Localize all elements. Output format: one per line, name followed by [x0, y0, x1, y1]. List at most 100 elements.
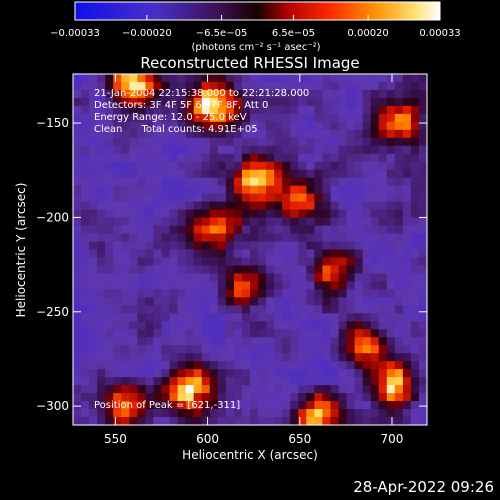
heatmap-cell [418, 369, 428, 378]
heatmap-cell [225, 113, 235, 123]
heatmap-cell [394, 321, 404, 330]
heatmap-cell [73, 353, 82, 362]
heatmap-cell [298, 385, 307, 394]
heatmap-cell [394, 297, 404, 306]
heatmap-cell [161, 74, 171, 83]
heatmap-cell [233, 177, 243, 187]
heatmap-cell [282, 153, 291, 163]
heatmap-cell [89, 209, 98, 219]
heatmap-cell [418, 217, 428, 227]
heatmap-cell [185, 385, 195, 394]
heatmap-cell [145, 273, 155, 283]
heatmap-cell [113, 377, 122, 386]
heatmap-cell [185, 297, 195, 306]
heatmap-cell [161, 265, 171, 275]
heatmap-cell [378, 129, 388, 139]
heatmap-cell [137, 113, 147, 123]
heatmap-cell [346, 241, 356, 251]
heatmap-cell [169, 97, 179, 107]
heatmap-cell [330, 361, 340, 370]
heatmap-cell [418, 113, 428, 123]
peak-position-label: Position of Peak = [621,-311] [94, 400, 240, 411]
heatmap-cell [274, 265, 283, 275]
heatmap-cell [201, 385, 211, 394]
heatmap-cell [105, 217, 114, 227]
heatmap-cell [362, 137, 372, 147]
heatmap-cell [169, 193, 179, 203]
heatmap-cell [282, 97, 291, 107]
heatmap-cell [346, 385, 356, 394]
heatmap-cell [217, 137, 227, 147]
heatmap-cell [73, 113, 82, 123]
heatmap-cell [370, 409, 380, 418]
heatmap-cell [346, 113, 356, 123]
heatmap-cell [282, 361, 291, 370]
heatmap-cell [217, 89, 227, 99]
heatmap-cell [169, 145, 179, 155]
heatmap-cell [394, 377, 404, 386]
heatmap-cell [145, 113, 155, 123]
heatmap-cell [402, 369, 412, 378]
heatmap-cell [225, 393, 235, 402]
heatmap-cell [153, 377, 163, 386]
heatmap-cell [113, 321, 122, 330]
heatmap-cell [217, 81, 227, 91]
heatmap-cell [121, 281, 130, 290]
heatmap-cell [209, 273, 219, 283]
heatmap-cell [97, 89, 106, 99]
heatmap-cell [354, 385, 364, 394]
heatmap-cell [105, 177, 114, 187]
heatmap-cell [306, 377, 315, 386]
heatmap-cell [177, 249, 187, 259]
heatmap-cell [314, 153, 324, 163]
heatmap-cell [177, 257, 187, 267]
heatmap-cell [241, 417, 251, 426]
heatmap-cell [330, 369, 340, 378]
heatmap-cell [185, 201, 195, 211]
heatmap-cell [241, 337, 251, 346]
heatmap-cell [306, 281, 315, 290]
heatmap-cell [266, 361, 275, 370]
heatmap-cell [161, 401, 171, 410]
heatmap-cell [73, 241, 82, 251]
heatmap-cell [338, 169, 348, 179]
heatmap-cell [394, 273, 404, 283]
heatmap-cell [153, 129, 163, 139]
heatmap-cell [169, 137, 179, 147]
heatmap-cell [209, 345, 219, 354]
heatmap-cell [394, 185, 404, 195]
heatmap-cell [354, 289, 364, 298]
heatmap-cell [402, 329, 412, 338]
heatmap-cell [73, 105, 82, 115]
heatmap-cell [217, 329, 227, 338]
heatmap-cell [370, 153, 380, 163]
heatmap-cell [105, 409, 114, 418]
heatmap-cell [145, 337, 155, 346]
heatmap-cell [386, 97, 396, 107]
heatmap-cell [250, 161, 259, 171]
heatmap-cell [386, 129, 396, 139]
heatmap-cell [282, 129, 291, 139]
heatmap-cell [73, 185, 82, 195]
heatmap-cell [250, 305, 259, 314]
heatmap-cell [338, 249, 348, 259]
heatmap-cell [113, 233, 122, 243]
heatmap-cell [258, 393, 267, 402]
heatmap-cell [177, 377, 187, 386]
heatmap-cell [73, 401, 82, 410]
heatmap-cell [217, 377, 227, 386]
heatmap-cell [73, 249, 82, 259]
heatmap-cell [330, 81, 340, 91]
heatmap-cell [330, 129, 340, 139]
heatmap-cell [137, 193, 147, 203]
heatmap-cell [201, 241, 211, 251]
heatmap-cell [298, 145, 307, 155]
heatmap-cell [73, 74, 82, 83]
heatmap-cell [89, 329, 98, 338]
heatmap-cell [185, 169, 195, 179]
heatmap-cell [314, 337, 324, 346]
heatmap-cell [161, 249, 171, 259]
heatmap-cell [121, 305, 130, 314]
heatmap-cell [209, 401, 219, 410]
heatmap-cell [201, 105, 211, 115]
